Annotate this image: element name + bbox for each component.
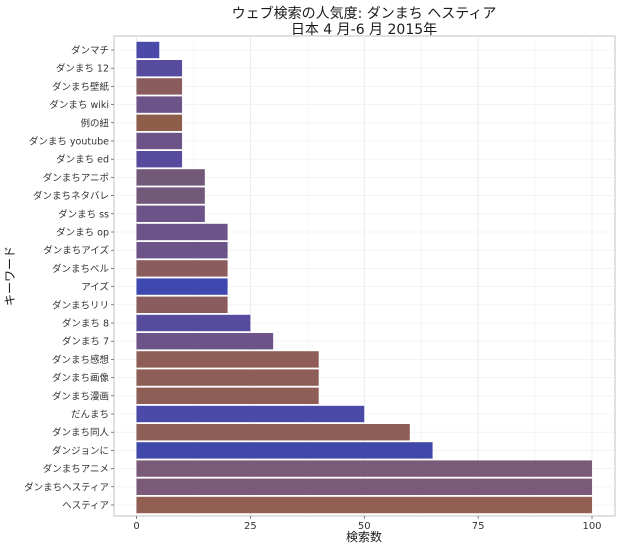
bar	[136, 478, 592, 495]
bar	[136, 223, 228, 241]
bar	[136, 442, 433, 459]
y-tick-label: ダンまち 12	[56, 63, 109, 75]
y-tick-label: 例の紐	[80, 117, 109, 129]
x-tick-label: 100	[582, 521, 601, 532]
y-tick-label: ダンまち ed	[56, 154, 109, 166]
y-tick-label: ダンまち漫画	[52, 390, 109, 402]
bar	[136, 114, 183, 131]
bars	[136, 41, 592, 514]
bar	[136, 424, 410, 441]
y-tick-label: ダンまち感想	[52, 354, 110, 366]
chart-title: ウェブ検索の人気度: ダンまち ヘスティア	[232, 5, 497, 22]
y-tick-label: ダンまち youtube	[29, 136, 109, 148]
bar	[136, 333, 274, 350]
x-tick-label: 25	[244, 521, 257, 532]
bar	[136, 169, 205, 186]
y-tick-label: ダンまちベル	[52, 263, 110, 275]
x-axis-title: 検索数	[346, 529, 382, 544]
y-tick-label: ダンまち 8	[62, 318, 109, 330]
y-tick-label: ダンまちヘスティア	[24, 481, 109, 493]
bar	[136, 187, 205, 204]
y-tick-label: ダンまちネタバレ	[33, 190, 109, 202]
bar	[136, 132, 183, 150]
bar	[136, 314, 251, 332]
chart-subtitle: 日本 4 月-6 月 2015年	[291, 22, 437, 38]
x-tick-label: 50	[358, 521, 371, 532]
x-tick-labels: 0 25 50 75 100	[133, 516, 602, 532]
bar	[136, 278, 228, 295]
bar	[136, 60, 183, 77]
y-tick-label: ダンマチ	[71, 45, 109, 57]
bar	[136, 387, 319, 404]
y-tick-label: ダンジョンに	[52, 445, 109, 457]
bar	[136, 369, 319, 386]
bar	[136, 151, 183, 168]
y-tick-label: ダンまち wiki	[49, 99, 109, 111]
bar	[136, 242, 228, 259]
bar	[136, 96, 183, 113]
bar	[136, 260, 228, 277]
y-tick-label: ダンまち画像	[52, 372, 110, 384]
y-tick-label: ダンまち 7	[62, 336, 109, 348]
y-tick-label: アイズ	[81, 281, 109, 293]
y-tick-label: ダンまちリリ	[52, 299, 109, 311]
y-tick-label: ダンまちアニメ	[43, 463, 109, 475]
bar	[136, 296, 228, 313]
y-tick-label: ダンまち op	[56, 227, 109, 239]
y-tick-label: ヘスティア	[62, 501, 109, 512]
bar	[136, 496, 592, 514]
bar	[136, 78, 183, 95]
y-tick-label: ダンまちアイズ	[43, 245, 109, 257]
bar	[136, 41, 160, 59]
y-axis-title: キーワード	[3, 246, 17, 306]
x-tick-label: 0	[133, 521, 139, 532]
y-tick-label: だんまち	[71, 410, 109, 421]
y-tick-label: ダンまちアニポ	[43, 172, 109, 184]
bar	[136, 460, 592, 477]
y-tick-label: ダンまち同人	[52, 427, 110, 439]
bar	[136, 351, 319, 368]
y-tick-label: ダンまち壁紙	[52, 81, 110, 93]
y-tick-label: ダンまち ss	[58, 208, 109, 220]
bar	[136, 405, 365, 423]
bar	[136, 205, 205, 222]
x-tick-label: 75	[472, 521, 485, 532]
